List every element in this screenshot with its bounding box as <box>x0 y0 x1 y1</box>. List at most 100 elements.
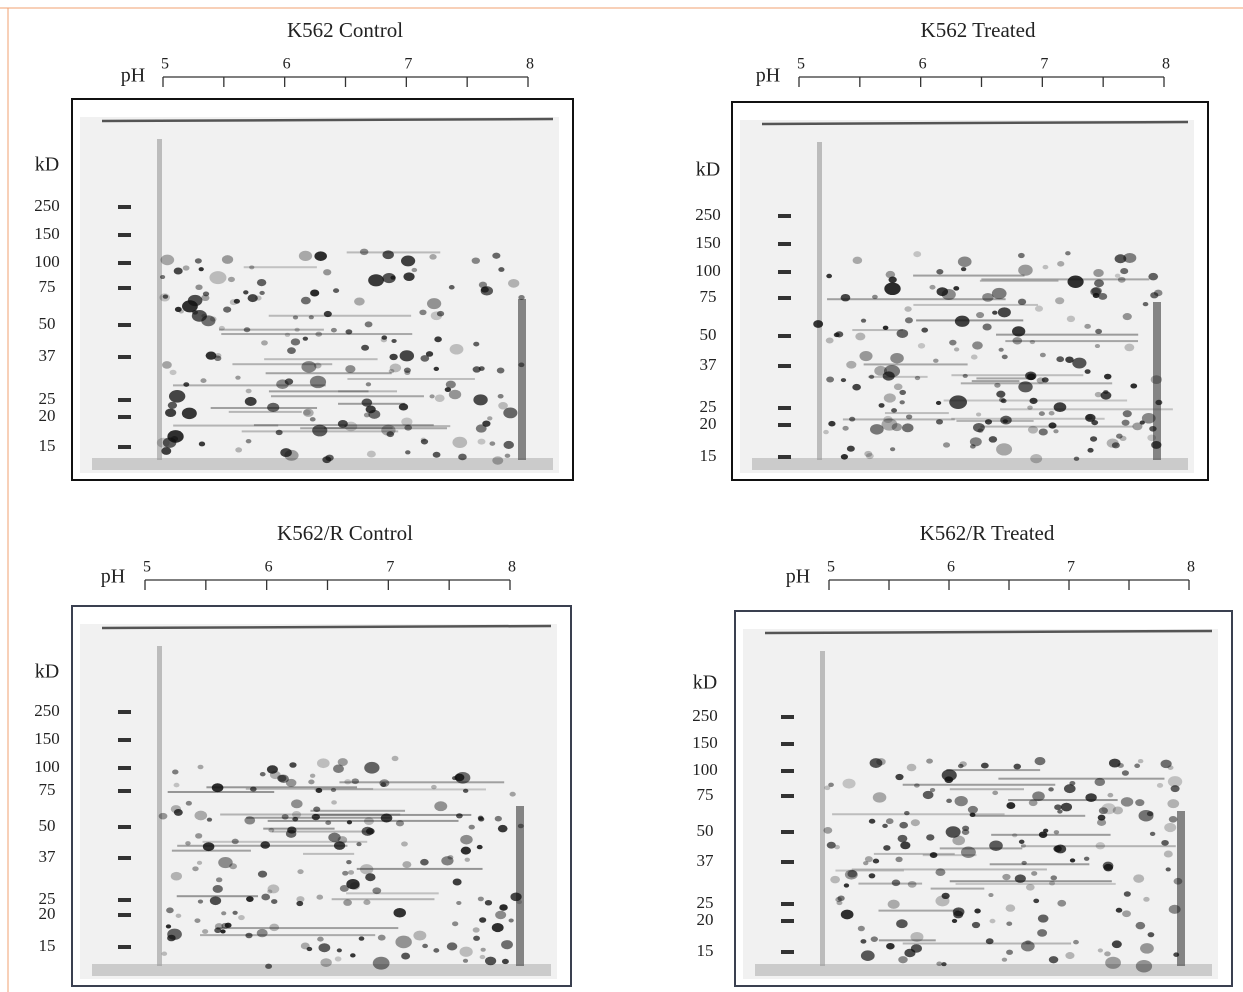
marker-band <box>781 950 794 954</box>
protein-spot <box>214 355 222 362</box>
marker-band <box>781 860 794 864</box>
streak <box>210 406 318 409</box>
protein-spot <box>518 295 525 300</box>
strip-right <box>518 299 526 460</box>
protein-spot <box>337 758 348 766</box>
protein-spot <box>888 276 897 283</box>
protein-spot <box>404 424 413 431</box>
protein-spot <box>181 407 197 420</box>
protein-spot <box>893 383 903 391</box>
protein-spot <box>1095 328 1103 335</box>
protein-spot <box>312 424 328 437</box>
protein-spot <box>1031 871 1038 876</box>
protein-spot <box>192 866 199 872</box>
protein-spot <box>498 267 505 272</box>
protein-spot <box>852 256 863 265</box>
protein-spot <box>899 821 908 829</box>
protein-spot <box>1048 422 1057 429</box>
protein-spot <box>472 927 480 933</box>
protein-spot <box>495 910 507 920</box>
streak <box>913 274 1025 277</box>
protein-spot <box>1111 940 1122 949</box>
protein-spot <box>170 871 183 881</box>
streak <box>852 329 903 332</box>
protein-spot <box>291 810 302 818</box>
marker-band <box>118 856 131 860</box>
protein-spot <box>967 805 978 814</box>
protein-spot <box>227 276 235 283</box>
protein-spot <box>1048 787 1054 792</box>
strip-right <box>1177 811 1185 966</box>
streak <box>902 783 1056 786</box>
protein-spot <box>361 344 370 351</box>
protein-spot <box>917 342 926 349</box>
streak <box>955 882 1116 885</box>
protein-spot <box>361 826 374 836</box>
protein-spot <box>984 419 993 425</box>
marker-band <box>118 233 131 237</box>
streak <box>976 377 1034 380</box>
protein-spot <box>1114 254 1127 264</box>
protein-spot <box>221 911 227 916</box>
protein-spot <box>182 265 190 271</box>
protein-spot <box>194 258 202 264</box>
protein-spot <box>1057 899 1067 907</box>
protein-spot <box>351 778 359 785</box>
protein-spot <box>1053 429 1059 434</box>
protein-spot <box>813 320 824 328</box>
protein-spot <box>183 382 190 387</box>
protein-spot <box>883 364 901 378</box>
protein-spot <box>896 919 908 929</box>
protein-spot <box>301 361 317 373</box>
protein-spot <box>864 450 873 457</box>
protein-spot <box>1147 434 1157 442</box>
protein-spot <box>1135 921 1146 930</box>
protein-spot <box>313 806 321 812</box>
protein-spot <box>1156 783 1164 788</box>
marker-band <box>118 898 131 902</box>
streak <box>172 384 326 387</box>
protein-spot <box>247 294 258 303</box>
protein-spot <box>1155 399 1163 406</box>
protein-spot <box>887 899 900 909</box>
protein-spot <box>1032 791 1045 802</box>
protein-spot <box>342 870 349 876</box>
kd-tick-label: 250 <box>34 701 60 720</box>
protein-spot <box>828 782 834 787</box>
protein-spot <box>377 934 386 941</box>
protein-spot <box>1095 842 1106 850</box>
protein-spot <box>161 447 172 455</box>
protein-spot <box>494 815 502 822</box>
protein-spot <box>898 956 908 964</box>
streak <box>245 787 374 790</box>
protein-spot <box>860 939 867 944</box>
ph-tick-label: 5 <box>827 559 835 576</box>
protein-spot <box>516 899 523 905</box>
protein-spot <box>214 923 224 930</box>
marker-band <box>118 445 131 449</box>
streak <box>171 849 251 852</box>
protein-spot <box>380 782 387 787</box>
protein-spot <box>323 269 332 276</box>
protein-spot <box>904 317 913 324</box>
protein-spot <box>346 878 360 890</box>
marker-band <box>118 825 131 829</box>
kd-tick-label: 37 <box>39 847 57 866</box>
protein-spot <box>1036 377 1045 384</box>
protein-spot <box>429 254 437 260</box>
protein-spot <box>1133 874 1145 883</box>
protein-spot <box>344 421 358 432</box>
protein-spot <box>1091 419 1099 426</box>
streak <box>1021 845 1176 848</box>
protein-spot <box>420 438 429 445</box>
protein-spot <box>1167 765 1174 770</box>
ph-tick-label: 5 <box>143 559 151 576</box>
strip-right <box>1153 302 1161 460</box>
streak <box>873 852 955 855</box>
protein-spot <box>1173 877 1183 885</box>
protein-spot <box>346 820 353 825</box>
streak <box>956 419 1034 422</box>
